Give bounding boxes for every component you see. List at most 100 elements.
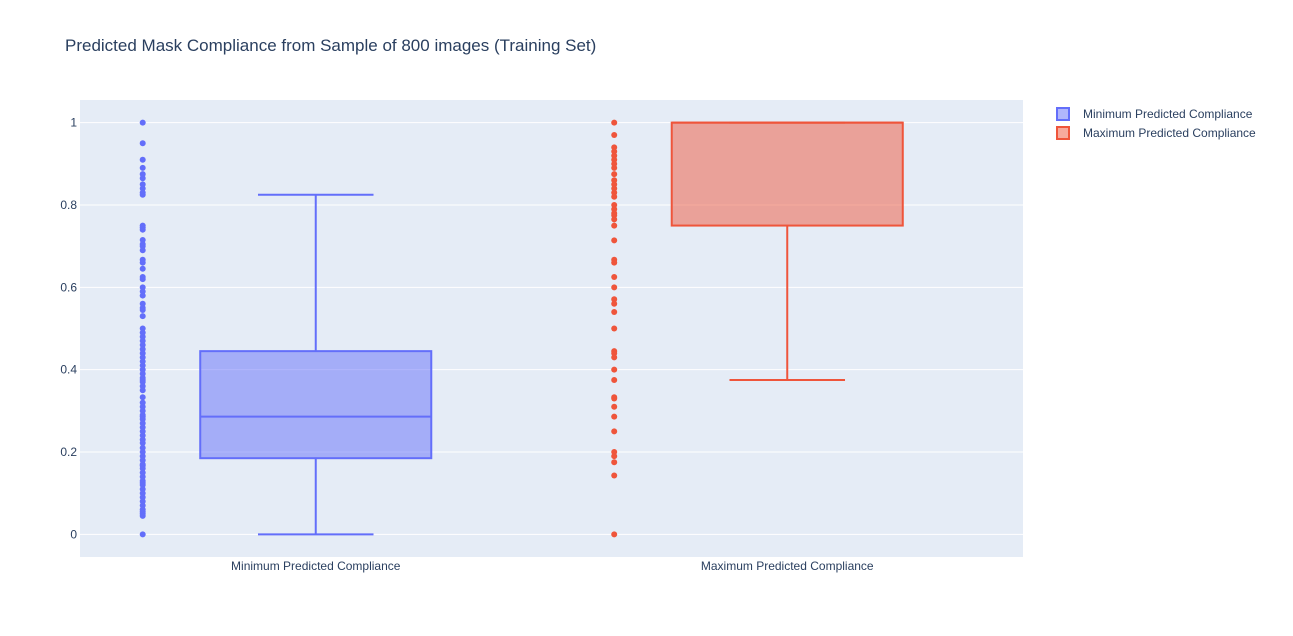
data-point[interactable] [611, 144, 618, 151]
data-point[interactable] [139, 346, 146, 353]
data-point[interactable] [611, 354, 618, 361]
data-point[interactable] [139, 403, 146, 410]
data-point[interactable] [139, 276, 146, 283]
data-point[interactable] [139, 236, 146, 243]
data-point[interactable] [139, 191, 146, 198]
data-point[interactable] [139, 469, 146, 476]
data-point[interactable] [139, 181, 146, 188]
data-point[interactable] [139, 185, 146, 192]
data-point[interactable] [139, 383, 146, 390]
data-point[interactable] [139, 164, 146, 171]
data-point[interactable] [139, 424, 146, 431]
data-point[interactable] [139, 399, 146, 406]
box-iqr[interactable] [199, 350, 433, 460]
data-point[interactable] [139, 140, 146, 147]
data-point[interactable] [139, 420, 146, 427]
data-point[interactable] [611, 325, 618, 332]
data-point[interactable] [611, 428, 618, 435]
data-point[interactable] [611, 160, 618, 167]
data-point[interactable] [139, 325, 146, 332]
data-point[interactable] [139, 119, 146, 126]
data-point[interactable] [139, 370, 146, 377]
data-point[interactable] [139, 428, 146, 435]
data-point[interactable] [139, 366, 146, 373]
data-point[interactable] [611, 131, 618, 138]
legend[interactable]: Minimum Predicted Compliance Maximum Pred… [1056, 107, 1256, 140]
data-point[interactable] [611, 212, 618, 219]
data-point[interactable] [611, 472, 618, 479]
data-point[interactable] [139, 337, 146, 344]
legend-item[interactable]: Minimum Predicted Compliance [1056, 107, 1253, 121]
data-point[interactable] [139, 306, 146, 313]
data-point[interactable] [611, 193, 618, 200]
data-point[interactable] [139, 416, 146, 423]
data-point[interactable] [139, 486, 146, 493]
data-point[interactable] [611, 156, 618, 163]
data-point[interactable] [139, 259, 146, 266]
legend-item[interactable]: Maximum Predicted Compliance [1056, 126, 1256, 140]
data-point[interactable] [139, 502, 146, 509]
data-point[interactable] [139, 156, 146, 163]
data-point[interactable] [139, 387, 146, 394]
data-point[interactable] [611, 259, 618, 266]
data-point[interactable] [139, 333, 146, 340]
data-point[interactable] [611, 284, 618, 291]
data-point[interactable] [139, 494, 146, 501]
data-point[interactable] [139, 531, 146, 538]
data-point[interactable] [139, 498, 146, 505]
data-point[interactable] [611, 366, 618, 373]
data-point[interactable] [139, 175, 146, 182]
data-point[interactable] [139, 313, 146, 320]
data-point[interactable] [611, 185, 618, 192]
data-point[interactable] [139, 444, 146, 451]
data-point[interactable] [139, 465, 146, 472]
data-point[interactable] [139, 439, 146, 446]
data-point[interactable] [139, 354, 146, 361]
data-point[interactable] [611, 237, 618, 244]
data-point[interactable] [139, 379, 146, 386]
data-point[interactable] [611, 296, 618, 303]
data-point[interactable] [611, 274, 618, 281]
data-point[interactable] [139, 362, 146, 369]
data-point[interactable] [139, 226, 146, 233]
data-point[interactable] [611, 119, 618, 126]
data-point[interactable] [139, 358, 146, 365]
data-point[interactable] [611, 181, 618, 188]
data-point[interactable] [611, 309, 618, 316]
data-point[interactable] [139, 449, 146, 456]
box-iqr[interactable] [670, 121, 904, 227]
data-point[interactable] [611, 395, 618, 402]
data-point[interactable] [139, 473, 146, 480]
data-point[interactable] [611, 459, 618, 466]
data-point[interactable] [611, 413, 618, 420]
data-point[interactable] [139, 329, 146, 336]
data-point[interactable] [611, 189, 618, 196]
data-point[interactable] [139, 350, 146, 357]
data-point[interactable] [611, 216, 618, 223]
data-point[interactable] [611, 177, 618, 184]
data-point[interactable] [611, 300, 618, 307]
data-point[interactable] [139, 341, 146, 348]
data-point[interactable] [139, 288, 146, 295]
data-point[interactable] [611, 350, 618, 357]
data-point[interactable] [611, 531, 618, 538]
data-point[interactable] [139, 432, 146, 439]
data-point[interactable] [139, 453, 146, 460]
data-point[interactable] [611, 152, 618, 159]
data-point[interactable] [611, 206, 618, 213]
data-point[interactable] [611, 148, 618, 155]
data-point[interactable] [139, 171, 146, 178]
data-point[interactable] [139, 300, 146, 307]
data-point[interactable] [139, 394, 146, 401]
data-point[interactable] [611, 376, 618, 383]
data-point[interactable] [139, 292, 146, 299]
data-point[interactable] [611, 449, 618, 456]
data-point[interactable] [611, 403, 618, 410]
data-point[interactable] [139, 512, 146, 519]
data-point[interactable] [611, 164, 618, 171]
data-point[interactable] [139, 457, 146, 464]
data-point[interactable] [139, 265, 146, 272]
data-point[interactable] [139, 247, 146, 254]
data-point[interactable] [611, 222, 618, 229]
data-point[interactable] [611, 171, 618, 178]
